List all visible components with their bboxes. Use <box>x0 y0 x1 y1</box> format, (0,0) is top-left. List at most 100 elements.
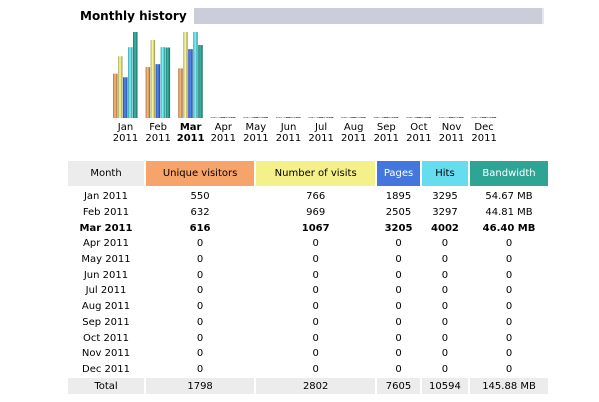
cell-hits: 3295 <box>432 191 458 203</box>
cell-unique-visitors: 632 <box>190 207 210 219</box>
bar-bandwidth-mar <box>198 45 203 118</box>
cell-hits: 0 <box>441 285 449 297</box>
bar-unique_visitors-apr <box>210 117 216 118</box>
cell-visits: 0 <box>312 332 319 344</box>
month-label-month: Mar <box>179 122 202 133</box>
bar-pages-feb <box>155 64 161 118</box>
cell-unique-visitors: 0 <box>196 285 204 297</box>
bar-visits-feb <box>150 39 156 118</box>
cell-pages: 0 <box>395 269 402 281</box>
cell-month: Aug 2011 <box>81 301 131 313</box>
cell-month: Nov 2011 <box>81 348 131 360</box>
bar-hits-jan <box>128 47 133 118</box>
bar-pages-jan <box>123 77 128 118</box>
bar-pages-dec <box>481 117 487 118</box>
cell-total-unique-visitors: 1798 <box>146 377 255 394</box>
bar-pages-may <box>253 117 258 118</box>
cell-bandwidth: 0 <box>505 285 513 297</box>
table-row: Apr 2011 0 0 0 0 0 <box>68 236 548 252</box>
bar-hits-oct <box>421 117 426 118</box>
month-label-jan: Jan 2011 <box>110 122 142 144</box>
bar-unique_visitors-feb <box>145 67 151 118</box>
month-label-year: 2011 <box>275 133 302 144</box>
section-title: Monthly history <box>80 9 187 23</box>
month-label-year: 2011 <box>438 133 465 144</box>
bar-bandwidth-nov <box>459 117 464 118</box>
cell-pages: 0 <box>395 301 402 313</box>
table-row: Aug 2011 0 0 0 0 0 <box>68 299 548 315</box>
chart-month-labels: Jan 2011 Feb 2011 Mar 2011 Apr 2011 May 2011 Jun 20… <box>110 122 510 148</box>
bar-pages-nov <box>449 117 454 118</box>
month-label-month: Sep <box>376 122 396 133</box>
bar-unique_visitors-sep <box>373 117 379 118</box>
cell-pages: 0 <box>395 254 402 266</box>
table-row: Jan 2011 550 766 1895 3295 54.67 MB <box>68 189 548 205</box>
table-total-row: Total 1798 2802 7605 10594 145.88 MB <box>68 377 548 394</box>
bar-hits-aug <box>356 117 361 118</box>
bar-visits-sep <box>378 117 384 118</box>
cell-unique-visitors: 550 <box>190 191 210 203</box>
month-label-month: Aug <box>343 122 364 133</box>
cell-visits: 0 <box>312 254 319 266</box>
table-row: Dec 2011 0 0 0 0 0 <box>68 362 548 378</box>
month-label-aug: Aug 2011 <box>338 122 370 144</box>
month-label-apr: Apr 2011 <box>207 122 239 144</box>
bar-hits-mar <box>193 32 198 118</box>
cell-bandwidth: 0 <box>505 316 513 328</box>
bar-bandwidth-dec <box>491 117 497 118</box>
cell-visits: 0 <box>312 285 319 297</box>
cell-total-hits: 10594 <box>421 377 469 394</box>
month-label-year: 2011 <box>471 133 497 144</box>
bar-hits-dec <box>486 117 492 118</box>
cell-bandwidth: 0 <box>505 269 513 281</box>
bar-bandwidth-aug <box>361 117 366 118</box>
cell-pages: 1895 <box>385 191 412 203</box>
cell-unique-visitors: 0 <box>196 332 204 344</box>
cell-hits: 0 <box>441 348 449 360</box>
table-row: Jun 2011 0 0 0 0 0 <box>68 267 548 283</box>
month-label-year: 2011 <box>210 133 237 144</box>
monthly-history-table: Month Unique visitors Number of visits P… <box>66 161 550 394</box>
cell-pages: 0 <box>395 316 402 328</box>
cell-unique-visitors: 0 <box>196 316 204 328</box>
month-label-year: 2011 <box>308 133 334 144</box>
cell-total-pages: 7605 <box>377 377 420 394</box>
cell-month: Oct 2011 <box>83 332 129 344</box>
cell-pages: 2505 <box>385 207 412 219</box>
cell-bandwidth: 0 <box>505 363 513 375</box>
cell-bandwidth: 0 <box>505 254 513 266</box>
bar-visits-dec <box>476 117 482 118</box>
cell-hits: 0 <box>441 254 449 266</box>
month-label-feb: Feb 2011 <box>142 122 174 144</box>
month-label-month: May <box>245 122 267 133</box>
month-label-month: Apr <box>214 122 232 133</box>
cell-month: Sep 2011 <box>82 316 130 328</box>
bar-unique_visitors-mar <box>178 68 183 118</box>
bar-hits-may <box>258 117 263 118</box>
bar-bandwidth-jun <box>296 117 301 118</box>
month-label-year: 2011 <box>112 133 139 144</box>
cell-hits: 0 <box>441 316 449 328</box>
bar-hits-nov <box>454 117 459 118</box>
table-row: Jul 2011 0 0 0 0 0 <box>68 283 548 299</box>
table-row: Nov 2011 0 0 0 0 0 <box>68 346 548 362</box>
col-header-unique-visitors: Unique visitors <box>146 161 255 189</box>
cell-bandwidth: 44.81 MB <box>485 207 533 219</box>
bar-bandwidth-sep <box>393 117 399 118</box>
bar-pages-oct <box>416 117 421 118</box>
cell-unique-visitors: 0 <box>196 238 204 250</box>
table-row: Oct 2011 0 0 0 0 0 <box>68 330 548 346</box>
bar-pages-apr <box>220 117 226 118</box>
col-header-month: Month <box>68 161 144 189</box>
cell-pages: 0 <box>395 285 402 297</box>
cell-month: Jul 2011 <box>85 285 127 297</box>
cell-pages: 0 <box>395 238 402 250</box>
cell-visits: 0 <box>312 363 319 375</box>
bar-hits-apr <box>225 117 231 118</box>
bar-bandwidth-feb <box>165 47 171 119</box>
month-label-oct: Oct 2011 <box>403 122 435 144</box>
bar-pages-mar <box>188 49 193 118</box>
table-header-row: Month Unique visitors Number of visits P… <box>68 161 548 189</box>
col-header-bandwidth: Bandwidth <box>470 161 548 189</box>
cell-hits: 0 <box>441 332 449 344</box>
